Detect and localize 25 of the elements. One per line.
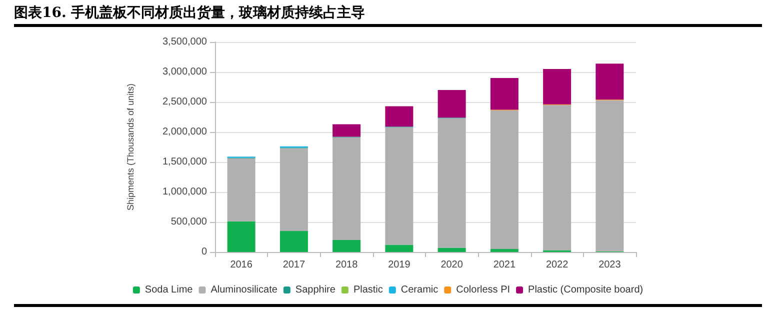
x-tick-label: 2017 [282,260,306,270]
legend-label: Soda Lime [144,284,194,296]
y-tick-label: 500,000 [170,216,208,228]
x-tick-label: 2016 [230,260,253,270]
x-tick-label: 2019 [388,260,411,270]
legend-label: Aluminosilicate [210,284,278,296]
legend-label: Plastic [353,284,383,296]
y-tick-label: 2,500,000 [162,96,208,108]
x-tick-label: 2020 [440,260,464,270]
y-axis-title: Shipments (Thousands of units) [126,83,136,211]
x-tick-label: 2023 [598,260,622,270]
y-tick-label: 0 [201,246,208,258]
y-tick-label: 1,000,000 [162,186,208,198]
legend-label: Ceramic [400,284,438,296]
legend-label: Sapphire [295,284,336,296]
y-tick-label: 3,000,000 [162,66,208,78]
y-tick-label: 1,500,000 [162,156,208,168]
x-tick-label: 2018 [335,260,358,270]
legend-label: Plastic (Composite board) [528,284,644,296]
y-tick-label: 2,000,000 [162,126,208,138]
x-tick-label: 2022 [546,260,569,270]
chart-title: 图表16. 手机盖板不同材质出货量，玻璃材质持续占主导 [14,4,762,27]
legend-label: Colorless PI [456,284,510,296]
x-tick-label: 2021 [493,260,516,270]
y-tick-label: 3,500,000 [162,36,208,48]
